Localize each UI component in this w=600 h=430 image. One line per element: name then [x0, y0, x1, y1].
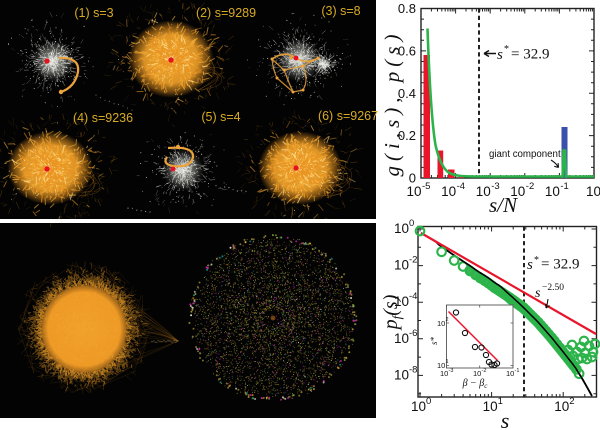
svg-text:(4) s=9236: (4) s=9236 — [73, 111, 133, 125]
svg-text:giant component: giant component — [489, 149, 561, 160]
svg-text:-1: -1 — [560, 181, 568, 192]
svg-text:s: s — [497, 47, 503, 63]
svg-text:-2: -2 — [482, 368, 487, 374]
svg-text:10: 10 — [411, 399, 426, 414]
svg-text:β − βc: β − βc — [462, 378, 489, 390]
svg-text:-3: -3 — [491, 181, 499, 192]
svg-text:10: 10 — [473, 369, 481, 378]
svg-text:10: 10 — [394, 367, 409, 382]
svg-text:0.2: 0.2 — [398, 128, 416, 143]
svg-text:0: 0 — [409, 171, 416, 186]
svg-text:-4: -4 — [457, 181, 465, 192]
svg-text:s: s — [535, 286, 541, 301]
svg-text:s/N: s/N — [489, 193, 518, 217]
svg-text:*: * — [504, 44, 509, 55]
svg-text:10: 10 — [394, 258, 409, 273]
svg-text:(3) s=8: (3) s=8 — [321, 4, 360, 18]
svg-text:= 32.9: = 32.9 — [541, 257, 579, 273]
svg-text:s: s — [527, 257, 533, 273]
svg-text:10: 10 — [437, 361, 445, 370]
svg-text:s: s — [501, 408, 510, 430]
svg-text:-2: -2 — [409, 255, 417, 266]
svg-text:10: 10 — [440, 369, 448, 378]
svg-text:-4: -4 — [409, 291, 417, 302]
svg-text:10: 10 — [394, 331, 409, 346]
svg-text:1: 1 — [498, 396, 503, 407]
svg-text:(6) s=9267: (6) s=9267 — [318, 109, 378, 123]
svg-text:2: 2 — [569, 396, 574, 407]
svg-text:-3: -3 — [449, 368, 454, 374]
svg-text:10: 10 — [441, 184, 456, 199]
svg-text:-1: -1 — [515, 368, 520, 374]
svg-text:0.8: 0.8 — [398, 1, 416, 16]
svg-text:(1) s=3: (1) s=3 — [74, 6, 113, 20]
svg-text:10: 10 — [545, 184, 560, 199]
svg-text:0.4: 0.4 — [398, 86, 416, 101]
svg-text:10: 10 — [554, 399, 569, 414]
svg-text:10: 10 — [506, 369, 514, 378]
svg-text:10: 10 — [394, 221, 409, 236]
svg-text:10: 10 — [483, 399, 498, 414]
svg-text:10: 10 — [586, 184, 600, 199]
svg-text:0: 0 — [426, 396, 431, 407]
svg-text:10: 10 — [407, 184, 422, 199]
svg-text:= 32.9: = 32.9 — [511, 47, 549, 63]
svg-text:pf(s): pf(s) — [380, 294, 404, 331]
svg-text:1: 1 — [446, 359, 449, 365]
svg-text:10: 10 — [476, 184, 491, 199]
svg-text:(2) s=9289: (2) s=9289 — [196, 6, 256, 20]
svg-text:-6: -6 — [409, 328, 417, 339]
svg-text:10: 10 — [394, 294, 409, 309]
svg-text:-5: -5 — [422, 181, 430, 192]
svg-text:-8: -8 — [409, 364, 417, 375]
svg-text:-2: -2 — [526, 181, 534, 192]
svg-text:10: 10 — [437, 319, 445, 328]
svg-text:10: 10 — [510, 184, 525, 199]
svg-text:*: * — [534, 255, 539, 266]
svg-text:s*: s* — [429, 337, 439, 346]
svg-text:2: 2 — [446, 317, 449, 323]
svg-text:g(i,s), p(s): g(i,s), p(s) — [380, 30, 404, 177]
svg-text:−2.50: −2.50 — [542, 283, 564, 293]
svg-text:0.6: 0.6 — [398, 43, 416, 58]
svg-text:(5) s=4: (5) s=4 — [201, 110, 240, 124]
svg-text:0: 0 — [409, 218, 414, 229]
